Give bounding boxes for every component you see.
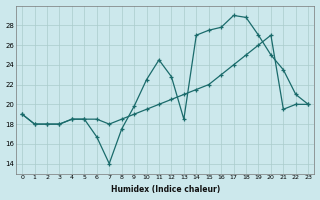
X-axis label: Humidex (Indice chaleur): Humidex (Indice chaleur)	[111, 185, 220, 194]
